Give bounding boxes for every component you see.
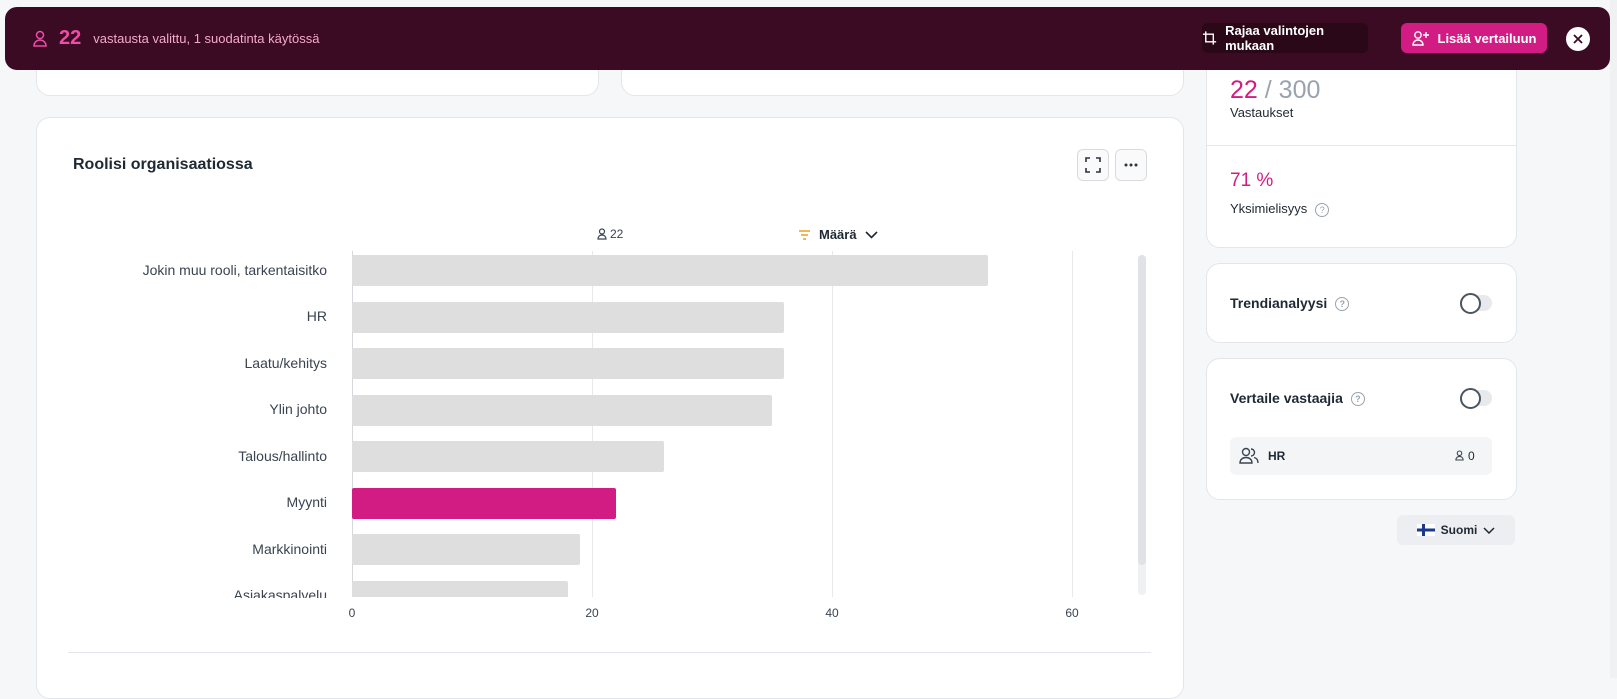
response-count: 22 / 300	[1230, 76, 1320, 105]
category-label: Laatu/kehitys	[244, 354, 328, 371]
compare-toggle[interactable]	[1460, 388, 1492, 409]
bar-laatu-kehitys[interactable]	[352, 348, 784, 379]
fullscreen-button[interactable]	[1077, 149, 1109, 181]
plot-area	[352, 251, 1132, 597]
chart-title: Roolisi organisaatiossa	[73, 156, 253, 173]
bar-asiakaspalvelu[interactable]	[352, 580, 568, 597]
toggle-knob	[1460, 293, 1481, 314]
bar-myynti[interactable]	[352, 487, 616, 519]
compare-card: Vertaile vastaajia? HR 0	[1206, 358, 1517, 500]
more-options-button[interactable]	[1115, 149, 1147, 181]
count-separator: /	[1264, 76, 1272, 104]
compare-label: Lisää vertailuun	[1437, 30, 1537, 46]
category-label: Asiakaspalvelu	[233, 587, 327, 598]
close-banner-button[interactable]	[1566, 27, 1590, 51]
category-label: Ylin johto	[269, 401, 327, 417]
category-label: Markkinointi	[252, 540, 327, 557]
stats-divider	[1207, 145, 1516, 146]
crop-to-selection-button[interactable]: Rajaa valintojen mukaan	[1202, 23, 1368, 53]
banner-text: vastausta valittu, 1 suodatinta käytössä	[93, 31, 320, 46]
trend-label-row: Trendianalyysi?	[1230, 295, 1350, 312]
crop-icon	[1202, 31, 1217, 45]
bar-jokin-muu-rooli-tarkentaisitko[interactable]	[352, 255, 988, 286]
x-tick-label: 60	[1065, 606, 1079, 620]
gridline	[1072, 251, 1073, 597]
x-axis: 0 20 40 60	[348, 606, 1132, 626]
bar-markkinointi[interactable]	[352, 534, 580, 565]
close-icon	[1573, 34, 1583, 44]
category-label: Myynti	[286, 494, 327, 510]
language-label: Suomi	[1440, 523, 1478, 537]
x-tick-label: 20	[585, 606, 599, 620]
selected-count: 22	[59, 27, 82, 49]
person-icon	[1455, 450, 1464, 461]
consensus-label: Yksimielisyys	[1230, 201, 1308, 216]
divider	[68, 652, 1151, 653]
consensus-label-row: Yksimielisyys?	[1230, 201, 1330, 217]
language-selector[interactable]: Suomi	[1397, 515, 1515, 545]
responses-label: Vastaukset	[1230, 105, 1294, 120]
category-label: HR	[306, 308, 327, 324]
category-label: Jokin muu rooli, tarkentaisitko	[142, 261, 327, 278]
category-labels: Jokin muu rooli, tarkentaisitko HR Laatu/k…	[37, 118, 328, 599]
bar-talous-hallinto[interactable]	[352, 441, 664, 472]
compare-item-count: 0	[1468, 449, 1475, 463]
finland-flag-icon	[1416, 524, 1435, 536]
toggle-knob	[1460, 388, 1481, 409]
compare-label-row: Vertaile vastaajia?	[1230, 390, 1365, 407]
compare-group-item[interactable]: HR 0	[1230, 437, 1492, 475]
add-to-comparison-button[interactable]: Lisää vertailuun	[1401, 23, 1547, 53]
bar-chart: Jokin muu rooli, tarkentaisitko HR Laatu/k…	[37, 118, 1183, 698]
trend-toggle[interactable]	[1460, 293, 1492, 314]
respondent-count: 22	[597, 227, 623, 241]
group-icon	[1239, 447, 1259, 464]
selected-count: 22	[1230, 76, 1258, 104]
help-icon[interactable]: ?	[1315, 202, 1330, 217]
person-icon	[33, 30, 47, 47]
stats-card: 22 / 300 Vastaukset 71 % Yksimielisyys?	[1206, 40, 1517, 248]
bar-ylin-johto[interactable]	[352, 394, 772, 426]
trend-card: Trendianalyysi?	[1206, 263, 1517, 343]
chevron-down-icon	[1483, 526, 1495, 534]
more-icon	[1124, 163, 1138, 167]
total-count: 300	[1278, 76, 1321, 104]
help-icon[interactable]: ?	[1335, 297, 1350, 312]
chevron-down-icon	[865, 230, 878, 239]
scrollbar-thumb[interactable]	[1138, 255, 1146, 565]
chart-card: Roolisi organisaatiossa 22 Määrä Jokin m…	[36, 117, 1184, 699]
category-label: Talous/hallinto	[238, 447, 327, 464]
compare-label: Vertaile vastaajia	[1230, 390, 1343, 406]
bar-hr[interactable]	[352, 301, 784, 333]
person-icon	[597, 228, 607, 240]
page-scrollbar[interactable]	[1610, 0, 1617, 678]
x-tick-label: 40	[825, 606, 839, 620]
chart-scrollbar[interactable]	[1138, 255, 1146, 595]
selection-banner: 22 vastausta valittu, 1 suodatinta käytö…	[5, 7, 1610, 70]
consensus-value: 71 %	[1230, 170, 1274, 191]
crop-label: Rajaa valintojen mukaan	[1225, 23, 1325, 53]
sort-icon	[799, 229, 810, 240]
trend-label: Trendianalyysi	[1230, 295, 1328, 311]
gridline	[832, 251, 833, 597]
group-add-icon	[1411, 31, 1429, 46]
compare-item-label: HR	[1268, 449, 1286, 463]
sort-dropdown[interactable]: Määrä	[798, 227, 878, 242]
help-icon[interactable]: ?	[1350, 392, 1365, 407]
fullscreen-icon	[1085, 157, 1101, 173]
x-tick-label: 0	[348, 606, 356, 620]
